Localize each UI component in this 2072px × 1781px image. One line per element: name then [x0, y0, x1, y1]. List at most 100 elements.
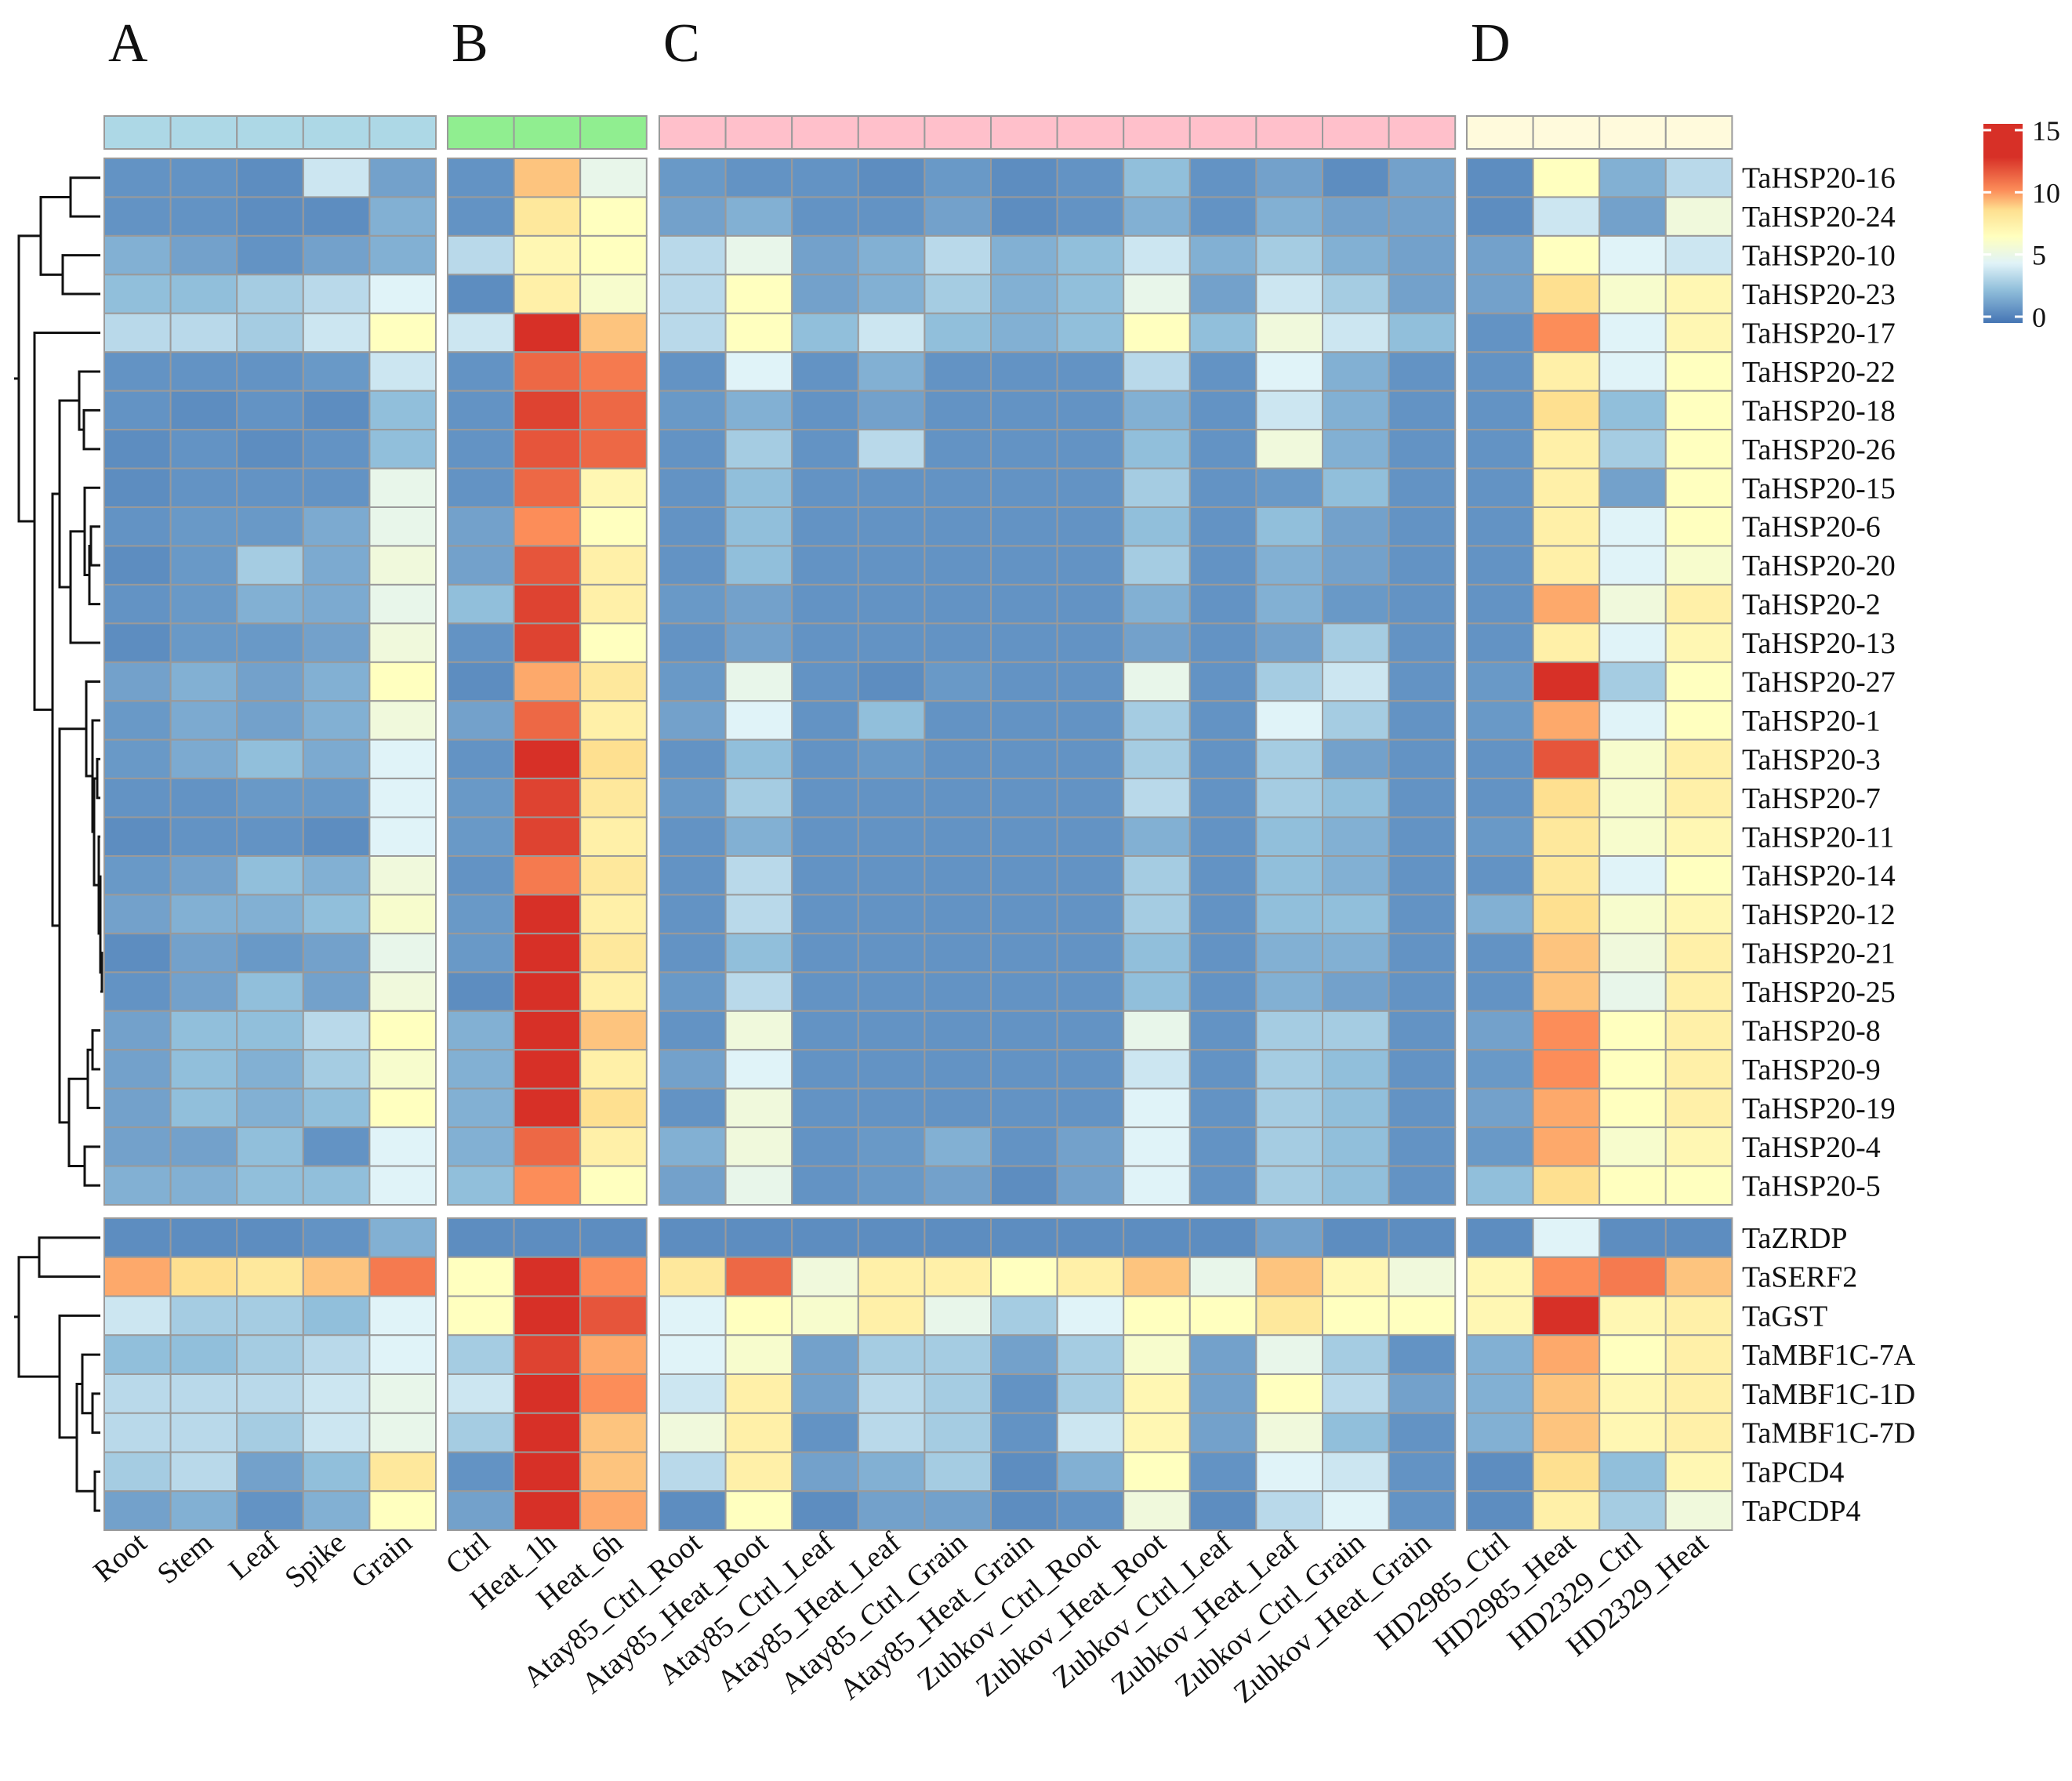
- heatmap-cell: [924, 855, 992, 896]
- heatmap-cell: [236, 1412, 304, 1453]
- heatmap-cell: [1322, 351, 1390, 392]
- heatmap-cell: [1664, 622, 1733, 663]
- heatmap-cell: [857, 1087, 926, 1129]
- heatmap-cell: [990, 894, 1058, 934]
- annotation-cell: [1532, 115, 1601, 150]
- column-label: Grain: [345, 1526, 418, 1595]
- heatmap-cell: [924, 1165, 992, 1206]
- heatmap-cell: [1255, 506, 1324, 547]
- annotation-cell: [447, 115, 515, 150]
- heatmap-cell: [1322, 390, 1390, 431]
- heatmap-cell: [1598, 855, 1667, 896]
- heatmap-cell: [659, 778, 727, 818]
- heatmap-cell: [1322, 506, 1390, 547]
- annotation-cell: [659, 115, 727, 150]
- heatmap-cell: [924, 1087, 992, 1129]
- heatmap-cell: [924, 274, 992, 314]
- heatmap-cell: [724, 1451, 793, 1493]
- heatmap-cell: [1056, 1256, 1125, 1297]
- heatmap-cell: [791, 1256, 859, 1297]
- heatmap-cell: [724, 351, 793, 392]
- row-label: TaZRDP: [1742, 1222, 1848, 1255]
- heatmap-cell: [513, 1490, 582, 1531]
- heatmap-cell: [1466, 816, 1534, 857]
- heatmap-cell: [447, 778, 515, 818]
- heatmap-cell: [236, 390, 304, 431]
- heatmap-cell: [1056, 622, 1125, 663]
- heatmap-cell: [724, 1412, 793, 1453]
- heatmap-cell: [447, 1412, 515, 1453]
- heatmap-cell: [659, 506, 727, 547]
- heatmap-cell: [1322, 622, 1390, 663]
- heatmap-cell: [368, 1412, 437, 1453]
- heatmap-cell: [579, 1165, 648, 1206]
- heatmap-cell: [236, 1010, 304, 1051]
- heatmap-cell: [659, 312, 727, 354]
- heatmap-cell: [169, 467, 238, 508]
- heatmap-cell: [579, 1217, 648, 1258]
- panel-label-D: D: [1471, 13, 1511, 74]
- heatmap-cell: [1466, 1165, 1534, 1206]
- heatmap-cell: [302, 932, 371, 974]
- heatmap-cell: [791, 390, 859, 431]
- heatmap-cell: [1532, 545, 1601, 586]
- heatmap-cell: [368, 1451, 437, 1493]
- heatmap-cell: [513, 1334, 582, 1375]
- heatmap-cell: [924, 1490, 992, 1531]
- heatmap-cell: [1123, 390, 1191, 431]
- heatmap-cell: [1123, 158, 1191, 198]
- heatmap-cell: [1388, 1451, 1457, 1493]
- heatmap-cell: [103, 700, 172, 741]
- annotation-cell: [724, 115, 793, 150]
- heatmap-cell: [1388, 390, 1457, 431]
- heatmap-cell: [302, 700, 371, 741]
- heatmap-cell: [169, 429, 238, 470]
- heatmap-cell: [579, 971, 648, 1012]
- heatmap-cell: [1188, 1490, 1257, 1531]
- heatmap-cell: [368, 1256, 437, 1297]
- heatmap-cell: [236, 1373, 304, 1414]
- heatmap-cell: [1255, 1295, 1324, 1337]
- heatmap-cell: [368, 158, 437, 198]
- heatmap-cell: [513, 1049, 582, 1090]
- heatmap-cell: [1056, 1087, 1125, 1129]
- heatmap-cell: [724, 467, 793, 508]
- row-label: TaHSP20-3: [1742, 743, 1881, 776]
- heatmap-cell: [724, 1165, 793, 1206]
- heatmap-cell: [1532, 274, 1601, 314]
- row-label: TaHSP20-11: [1742, 821, 1894, 854]
- heatmap-cell: [103, 351, 172, 392]
- heatmap-cell: [302, 234, 371, 276]
- heatmap-cell: [513, 855, 582, 896]
- heatmap-cell: [1255, 1373, 1324, 1414]
- heatmap-cell: [1322, 545, 1390, 586]
- heatmap-cell: [1532, 1010, 1601, 1051]
- row-label: TaHSP20-16: [1742, 162, 1896, 195]
- heatmap-cell: [857, 816, 926, 857]
- heatmap-cell: [302, 1010, 371, 1051]
- row-label: TaHSP20-24: [1742, 201, 1896, 234]
- heatmap-cell: [368, 1165, 437, 1206]
- heatmap-cell: [447, 274, 515, 314]
- heatmap-cell: [791, 1087, 859, 1129]
- heatmap-cell: [236, 1217, 304, 1258]
- heatmap-cell: [169, 158, 238, 198]
- heatmap-cell: [1532, 932, 1601, 974]
- heatmap-cell: [924, 778, 992, 818]
- heatmap-cell: [447, 1087, 515, 1129]
- heatmap-cell: [1664, 545, 1733, 586]
- heatmap-cell: [579, 545, 648, 586]
- heatmap-cell: [659, 700, 727, 741]
- heatmap-cell: [857, 971, 926, 1012]
- heatmap-cell: [857, 1295, 926, 1337]
- heatmap-cell: [1188, 158, 1257, 198]
- heatmap-cell: [659, 351, 727, 392]
- heatmap-cell: [1188, 971, 1257, 1012]
- heatmap-cell: [447, 583, 515, 625]
- heatmap-cell: [1255, 1010, 1324, 1051]
- heatmap-cell: [857, 1373, 926, 1414]
- heatmap-cell: [1188, 622, 1257, 663]
- heatmap-cell: [236, 1126, 304, 1167]
- heatmap-cell: [447, 738, 515, 780]
